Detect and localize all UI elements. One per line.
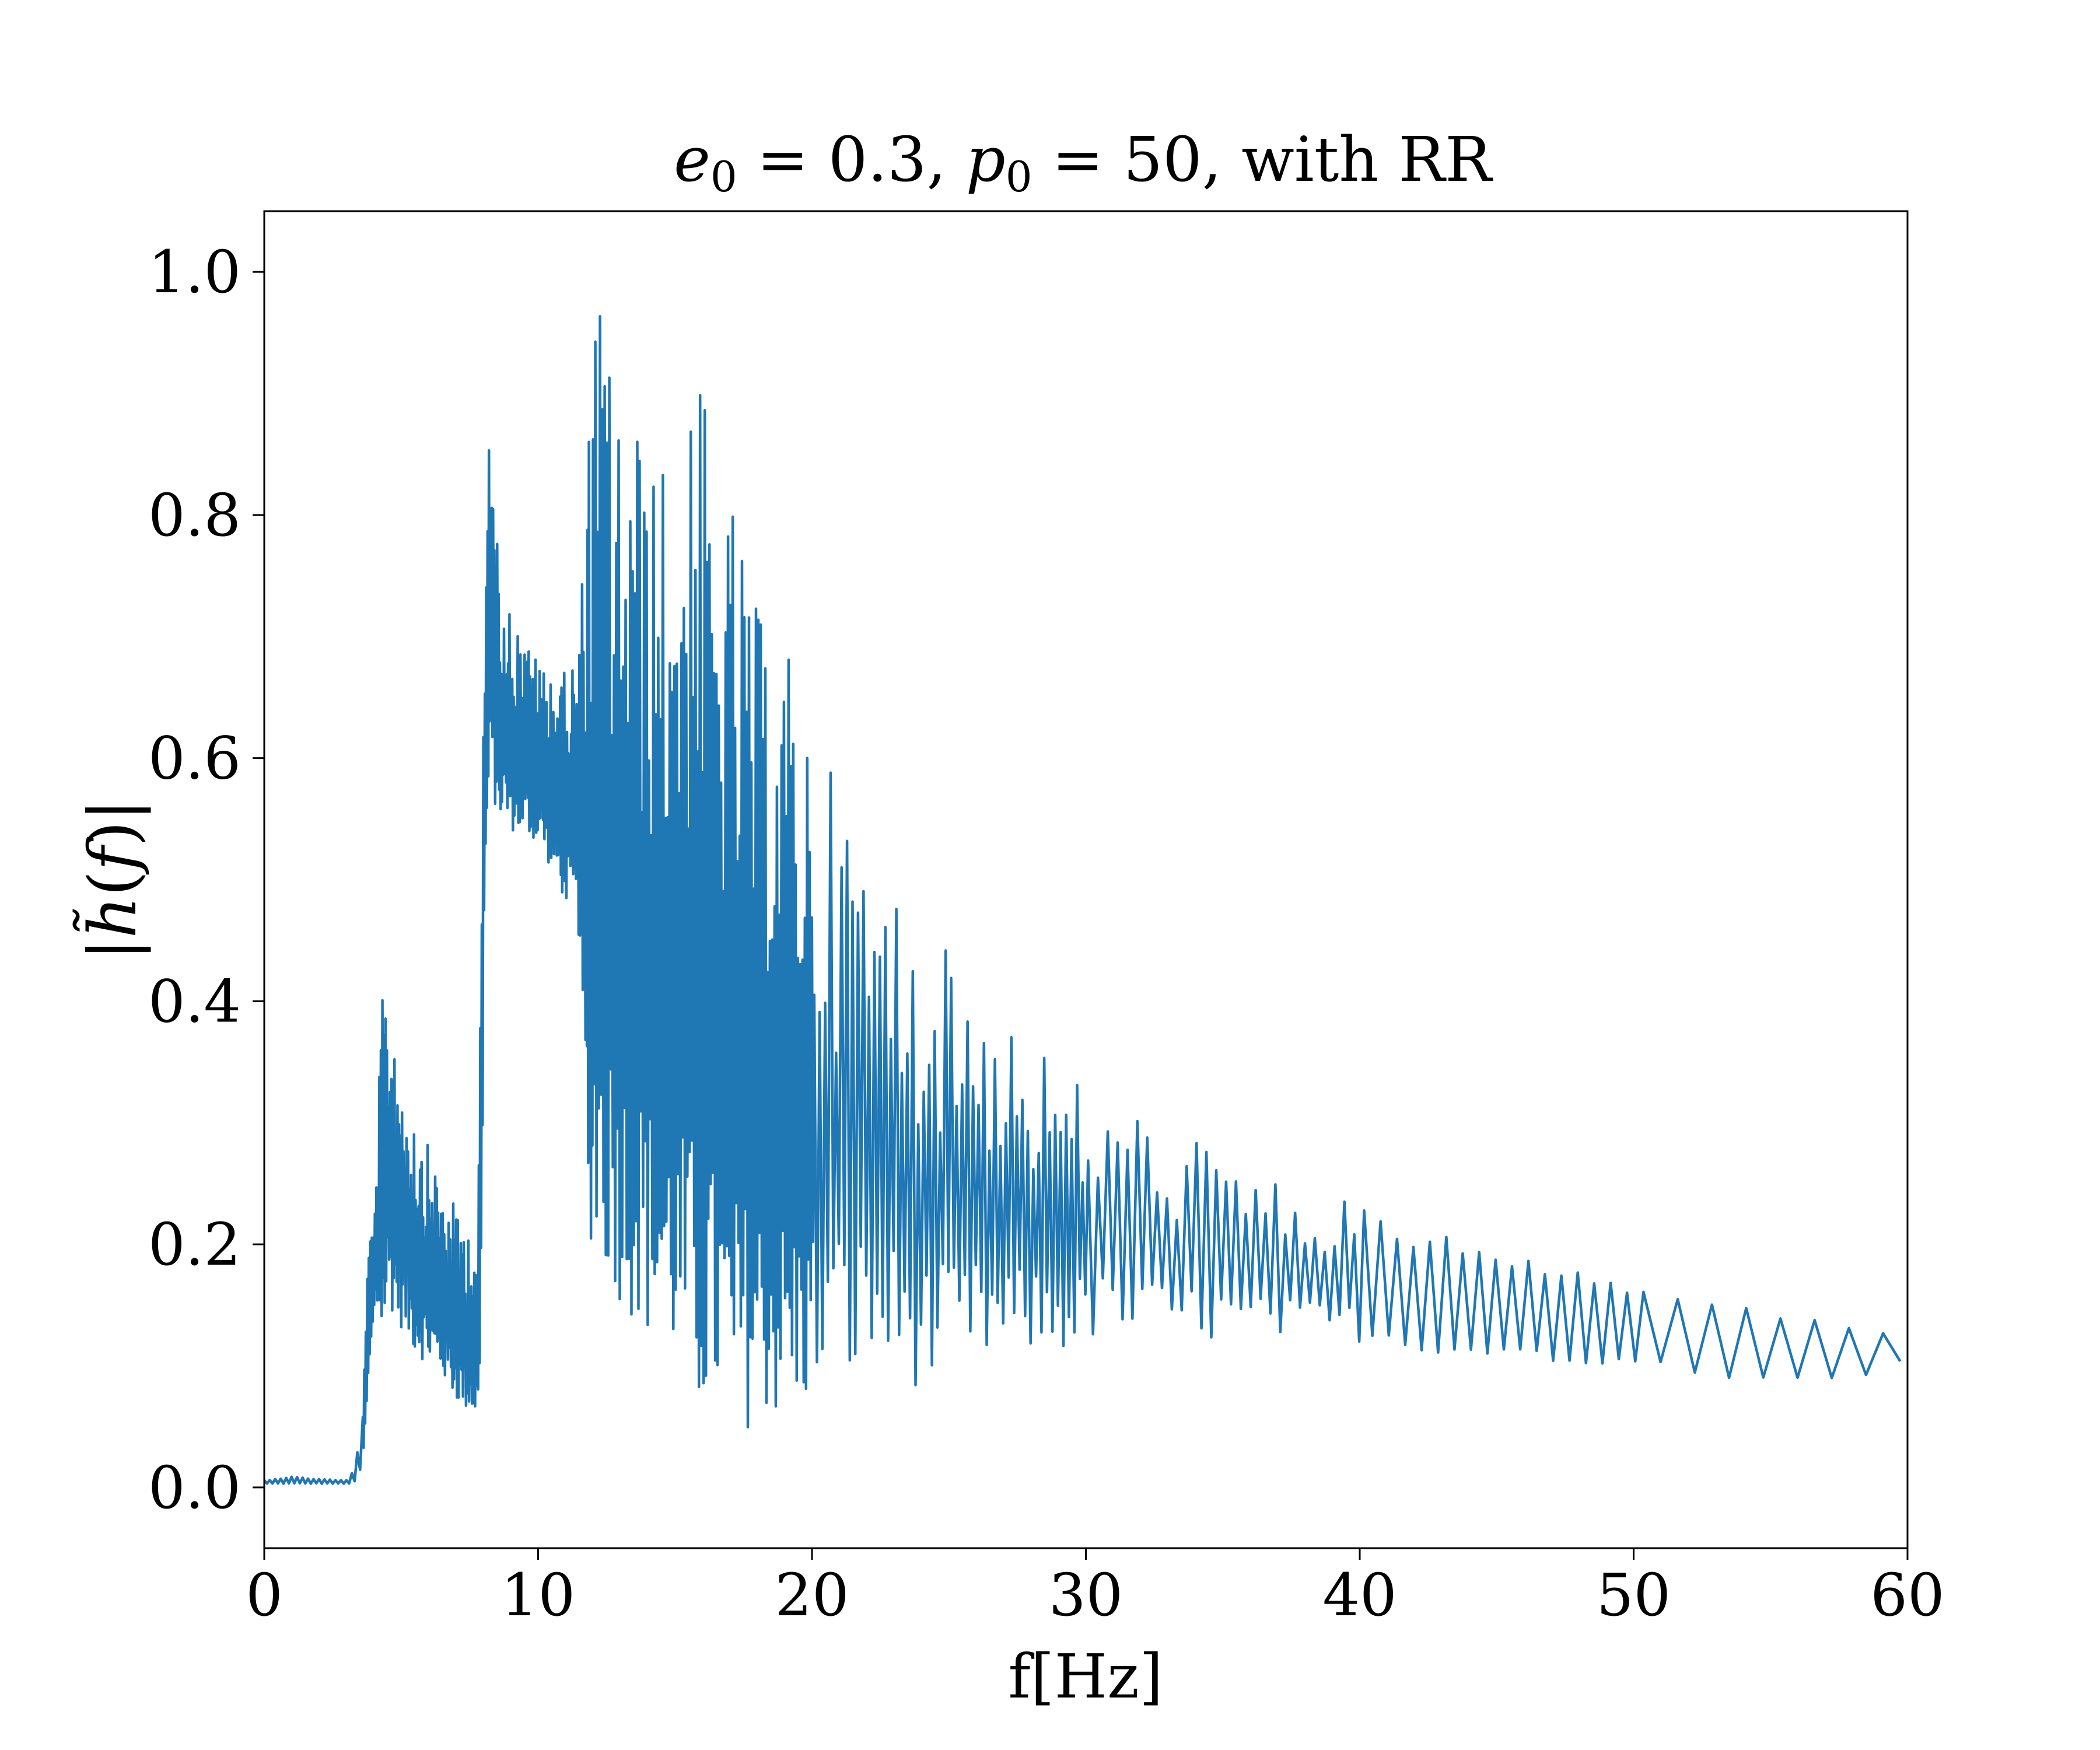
ylabel-part: ( — [75, 871, 151, 897]
y-tick-label: 0.6 — [148, 724, 241, 793]
ylabel-part: | — [75, 939, 151, 961]
y-tick-label: 1.0 — [148, 238, 241, 306]
title-part: 0 — [1006, 152, 1032, 201]
x-tick-label: 10 — [501, 1561, 575, 1629]
chart-title: e0 = 0.3, p0 = 50, with RR — [674, 124, 1493, 201]
y-tick-label: 0.0 — [148, 1454, 241, 1522]
x-tick-label: 20 — [775, 1561, 849, 1629]
x-tick-label: 50 — [1597, 1561, 1671, 1629]
y-axis-label: |h̃(f)| — [73, 799, 151, 960]
ylabel-part: h̃ — [73, 896, 151, 938]
title-part: 0 — [710, 152, 737, 201]
y-tick-label: 0.2 — [148, 1210, 241, 1279]
title-part: = 0.3, — [737, 124, 966, 195]
y-axis: 0.0 0.2 0.4 0.6 0.8 1.0 — [148, 238, 264, 1522]
y-tick-label: 0.8 — [148, 481, 241, 550]
y-tick-label: 0.4 — [148, 967, 241, 1035]
series-layer — [264, 315, 1902, 1485]
title-part: p — [966, 124, 1006, 195]
series-line — [264, 315, 1902, 1485]
x-tick-label: 0 — [246, 1561, 283, 1629]
title-part: = 50, with RR — [1032, 124, 1493, 195]
x-axis: 0 10 20 30 40 50 60 — [246, 1548, 1945, 1629]
ylabel-part: )| — [75, 799, 151, 846]
x-axis-label: f[Hz] — [1008, 1641, 1163, 1712]
x-tick-label: 60 — [1870, 1561, 1944, 1629]
title-part: e — [674, 124, 710, 195]
x-tick-label: 40 — [1322, 1561, 1396, 1629]
x-tick-label: 30 — [1049, 1561, 1123, 1629]
